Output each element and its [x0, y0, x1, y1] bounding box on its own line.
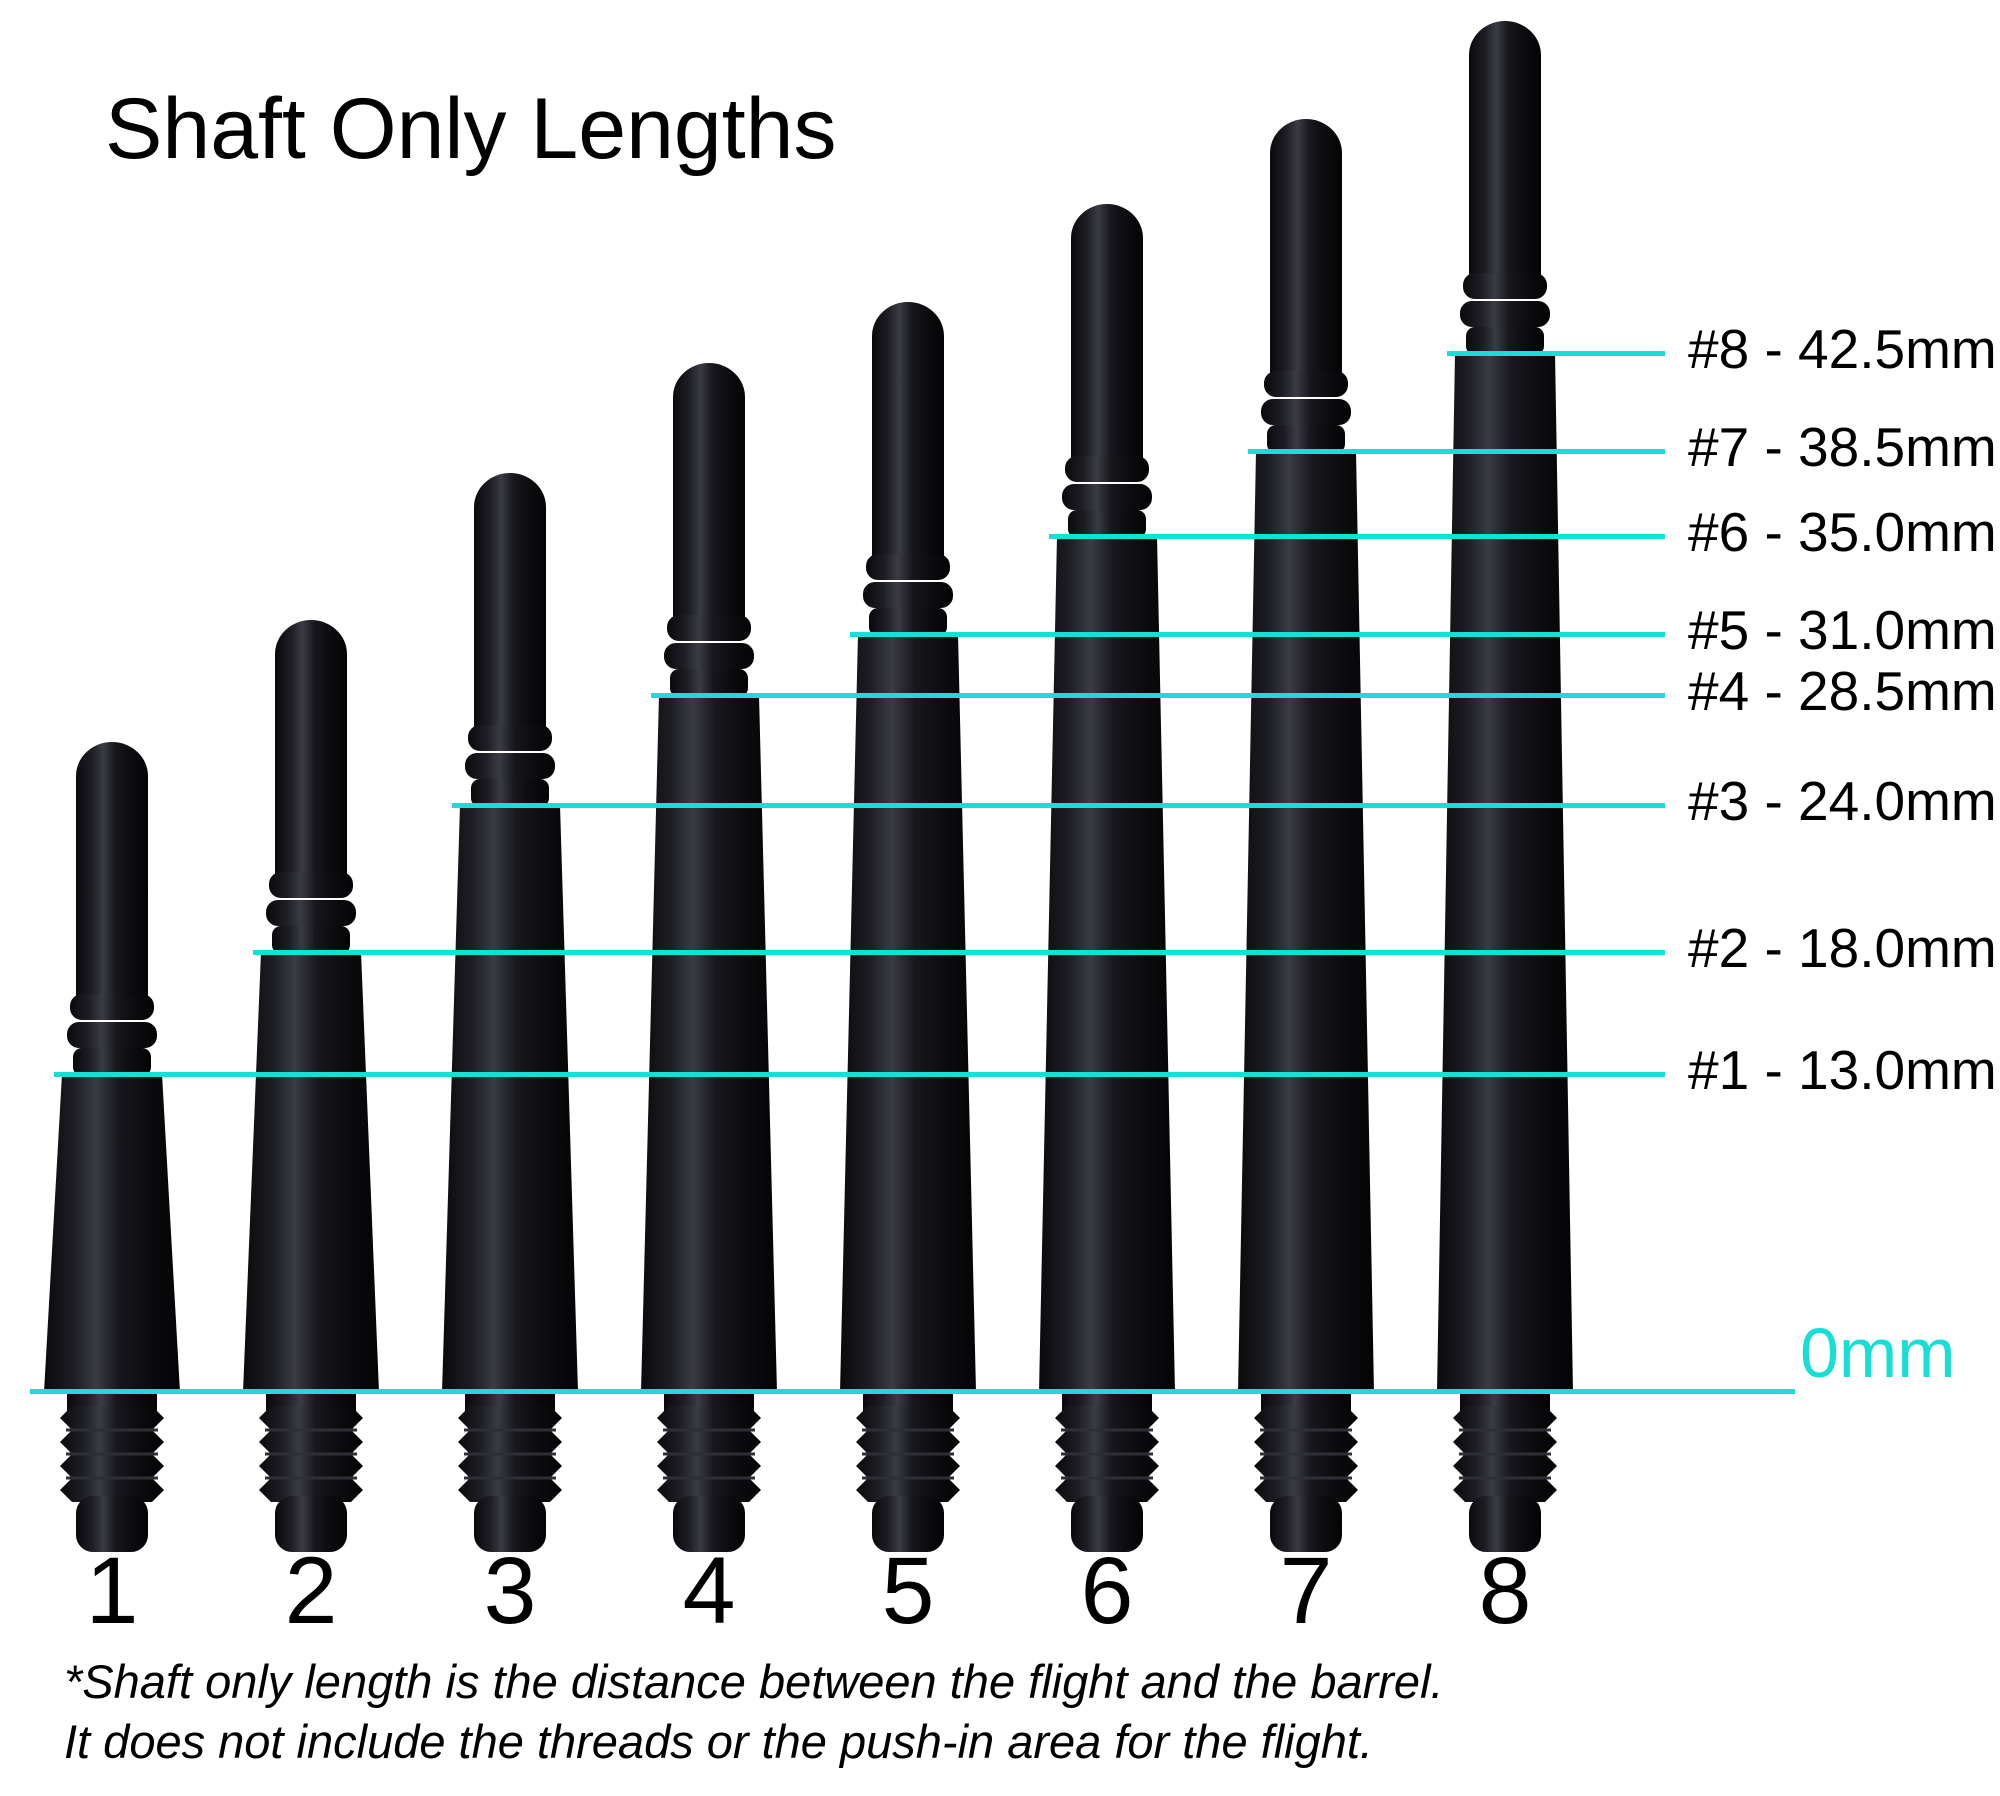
shaft-photo-2: [243, 620, 379, 1552]
shaft-number-2: 2: [284, 1538, 338, 1644]
measure-line-6: [1049, 534, 1665, 539]
measure-label-8: #8 - 42.5mm: [1688, 318, 1997, 380]
shaft-photo-1: [44, 742, 180, 1552]
shaft-number-1: 1: [85, 1538, 139, 1644]
shaft-number-8: 8: [1478, 1538, 1532, 1644]
shaft-photo-6: [1039, 204, 1175, 1552]
baseline-zero-label: 0mm: [1800, 1314, 1956, 1392]
measure-label-6: #6 - 35.0mm: [1688, 501, 1997, 563]
shaft-number-4: 4: [682, 1538, 736, 1644]
measure-line-8: [1447, 351, 1665, 356]
shaft-photo-4: [641, 363, 777, 1552]
footnote-line-2: It does not include the threads or the p…: [64, 1715, 1373, 1768]
measure-line-1: [54, 1072, 1665, 1077]
shaft-number-5: 5: [881, 1538, 935, 1644]
measure-line-4: [651, 693, 1665, 698]
measure-line-5: [850, 632, 1665, 637]
measure-line-7: [1248, 449, 1665, 454]
shaft-number-7: 7: [1279, 1538, 1333, 1644]
footnote: *Shaft only length is the distance betwe…: [64, 1652, 1444, 1772]
measure-label-4: #4 - 28.5mm: [1688, 660, 1997, 722]
measure-label-1: #1 - 13.0mm: [1688, 1039, 1997, 1101]
baseline-zero-line: [30, 1389, 1795, 1394]
measure-label-7: #7 - 38.5mm: [1688, 416, 1997, 478]
shaft-number-6: 6: [1080, 1538, 1134, 1644]
shaft-photo-7: [1238, 119, 1374, 1552]
measure-label-3: #3 - 24.0mm: [1688, 770, 1997, 832]
footnote-line-1: *Shaft only length is the distance betwe…: [64, 1655, 1444, 1708]
measure-label-5: #5 - 31.0mm: [1688, 599, 1997, 661]
measure-line-3: [452, 803, 1665, 808]
shaft-photo-5: [840, 302, 976, 1552]
measure-line-2: [253, 950, 1665, 955]
page-title: Shaft Only Lengths: [105, 81, 837, 177]
shaft-photo-8: [1437, 21, 1573, 1552]
shaft-number-3: 3: [483, 1538, 537, 1644]
measure-label-2: #2 - 18.0mm: [1688, 917, 1997, 979]
